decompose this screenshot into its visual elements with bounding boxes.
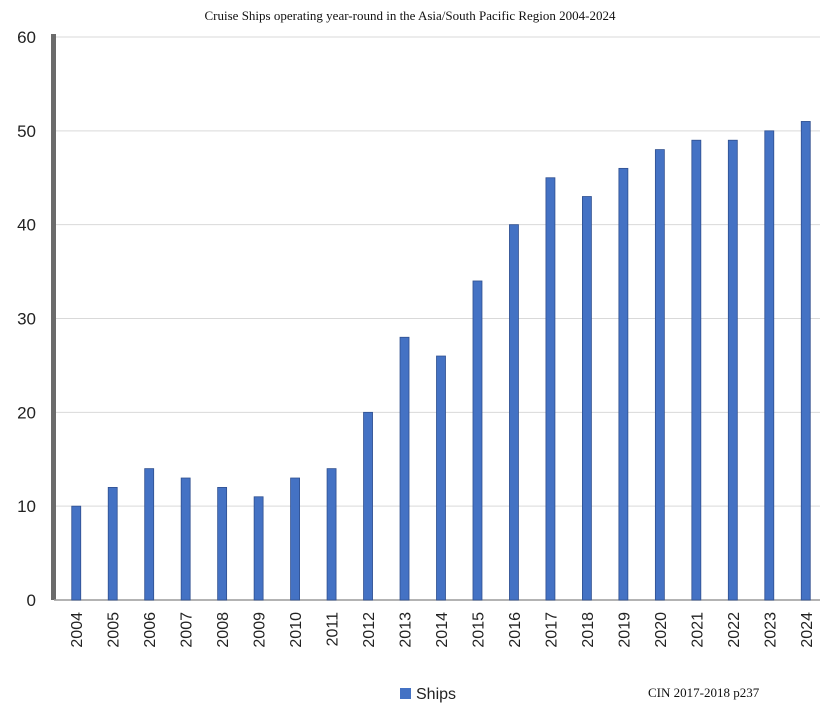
x-tick-label: 2024 [799,612,816,648]
x-tick-label: 2017 [543,612,560,648]
x-tick-label: 2020 [653,612,670,648]
x-tick-label: 2006 [142,612,159,648]
bar [764,130,775,601]
y-tick-label: 10 [17,497,36,516]
x-tick-label: 2008 [215,612,232,648]
x-tick-label: 2022 [726,612,743,648]
x-tick-label: 2021 [689,612,706,648]
x-tick-label: 2023 [762,612,779,648]
bars [71,121,811,601]
bar [618,167,629,601]
x-tick-label: 2015 [470,612,487,648]
x-tick-label: 2007 [179,612,196,648]
x-tick-label: 2004 [69,612,86,648]
bar [509,224,519,601]
y-tick-labels: 0 10 20 30 40 50 60 [17,28,36,610]
x-tick-label: 2013 [398,612,415,648]
bar [800,121,811,601]
bar [727,139,738,601]
axes [51,34,820,601]
x-tick-label: 2005 [106,612,123,648]
bar [545,177,556,601]
bar [399,336,410,601]
x-tick-label: 2018 [580,612,597,648]
bar [582,196,592,601]
legend-label: Ships [416,686,456,703]
bar [472,280,483,601]
x-tick-label: 2019 [616,612,633,648]
chart-title: Cruise Ships operating year-round in the… [205,8,616,23]
x-tick-label: 2011 [325,612,342,647]
y-tick-label: 0 [27,591,36,610]
bar [436,355,446,601]
bar [363,411,373,601]
bar [180,477,191,601]
y-tick-label: 20 [17,403,36,422]
x-tick-labels: 2004 2005 2006 2007 2008 2009 2010 2011 2012 2013… [69,612,816,648]
x-tick-label: 2014 [434,612,451,648]
x-tick-label: 2016 [507,612,524,648]
legend-swatch [400,688,411,699]
y-tick-label: 40 [17,216,36,235]
bar [217,486,228,601]
bar [290,477,300,601]
bar [691,139,702,601]
source-note: CIN 2017-2018 p237 [648,685,760,700]
y-axis [51,34,56,600]
x-tick-label: 2009 [252,612,269,648]
y-tick-label: 30 [17,310,36,329]
x-tick-label: 2012 [361,612,378,648]
legend: Ships [400,686,456,703]
x-tick-label: 2010 [288,612,305,648]
bar [253,496,264,601]
y-tick-label: 50 [17,122,36,141]
bar [654,149,665,601]
y-tick-label: 60 [17,28,36,47]
bar [71,505,82,601]
bar [107,486,118,601]
bar [144,468,155,601]
bar [326,468,337,601]
